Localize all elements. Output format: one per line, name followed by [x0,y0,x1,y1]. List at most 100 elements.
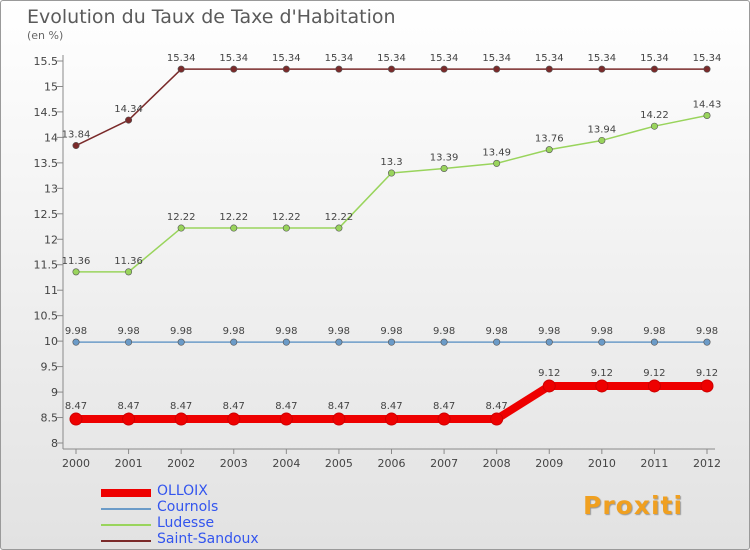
data-point [282,65,290,73]
data-point [122,412,136,426]
data-point [440,65,448,73]
data-point [437,412,451,426]
data-label: 9.98 [65,326,87,337]
data-label: 14.34 [114,104,143,115]
y-tick-label: 8 [51,437,58,450]
data-point [700,379,714,393]
data-label: 12.22 [219,212,248,223]
data-point [69,412,83,426]
data-label: 9.12 [538,368,560,379]
y-tick-label: 15 [44,80,58,93]
data-point [387,338,395,346]
data-point [440,338,448,346]
data-point [493,65,501,73]
y-tick-label: 13 [44,182,58,195]
data-point [177,65,185,73]
y-tick-label: 12 [44,233,58,246]
y-tick-label: 9 [51,386,58,399]
data-label: 12.22 [325,212,354,223]
data-point [598,338,606,346]
y-tick-label: 11.5 [34,259,59,272]
x-tick-label: 2010 [588,457,616,470]
data-label: 9.98 [591,326,613,337]
x-tick-label: 2009 [535,457,563,470]
data-label: 12.22 [272,212,301,223]
data-point [230,224,238,232]
data-point [385,412,398,426]
data-label: 15.34 [219,53,248,64]
data-label: 9.12 [696,368,718,379]
x-tick-label: 2011 [640,457,668,470]
data-point [545,146,553,154]
data-point [703,338,711,346]
x-tick-label: 2012 [693,457,721,470]
y-tick-label: 12.5 [34,208,59,221]
chart-title: Evolution du Taux de Taxe d'Habitation [27,6,396,28]
data-point [335,224,343,232]
data-point [650,122,658,130]
y-tick-label: 9.5 [41,361,59,374]
data-label: 15.34 [377,53,406,64]
data-label: 8.47 [275,401,297,412]
brand-logo: Proxiti [583,491,684,520]
data-point [650,65,658,73]
data-label: 15.34 [272,53,301,64]
data-point [125,116,133,124]
data-label: 14.43 [693,99,722,110]
data-point [595,379,609,393]
data-point [647,379,661,393]
data-label: 9.98 [433,326,455,337]
data-point [387,169,395,177]
data-label: 14.22 [640,110,669,121]
data-point [230,65,238,73]
data-label: 9.12 [643,368,665,379]
x-tick-label: 2001 [115,457,143,470]
data-label: 15.34 [325,53,354,64]
data-label: 13.49 [482,147,511,158]
y-tick-label: 11 [44,284,58,297]
x-tick-label: 2006 [378,457,406,470]
data-label: 8.47 [223,401,245,412]
data-label: 9.98 [696,326,718,337]
data-point [703,65,711,73]
data-label: 8.47 [380,401,402,412]
data-point [490,412,504,426]
data-label: 8.47 [486,401,508,412]
series-line-Ludesse [75,114,708,273]
data-label: 9.12 [591,368,613,379]
data-point [279,412,293,426]
data-point [282,338,290,346]
x-tick-label: 2002 [167,457,195,470]
x-tick-label: 2000 [62,457,90,470]
data-point [598,65,606,73]
data-point [332,412,346,426]
x-tick-label: 2008 [483,457,511,470]
data-label: 13.3 [380,157,402,168]
data-point [703,111,711,119]
data-label: 15.34 [693,53,722,64]
x-tick-label: 2004 [272,457,300,470]
legend-label: Cournols [157,499,219,515]
data-label: 9.98 [380,326,402,337]
data-label: 15.34 [535,53,564,64]
data-point [72,338,80,346]
data-label: 15.34 [482,53,511,64]
data-label: 9.98 [223,326,245,337]
data-point [282,224,290,232]
data-label: 11.36 [62,256,91,267]
x-tick-label: 2003 [220,457,248,470]
data-label: 8.47 [170,401,192,412]
data-point [493,338,501,346]
legend-label: OLLOIX [157,483,208,499]
data-point [542,379,556,393]
data-point [125,338,133,346]
data-label: 11.36 [114,256,143,267]
data-label: 9.98 [117,326,139,337]
data-label: 8.47 [328,401,350,412]
y-tick-label: 14 [44,131,58,144]
data-point [230,338,238,346]
data-point [125,268,133,276]
data-point [598,136,606,144]
y-tick-label: 15.5 [34,55,59,68]
